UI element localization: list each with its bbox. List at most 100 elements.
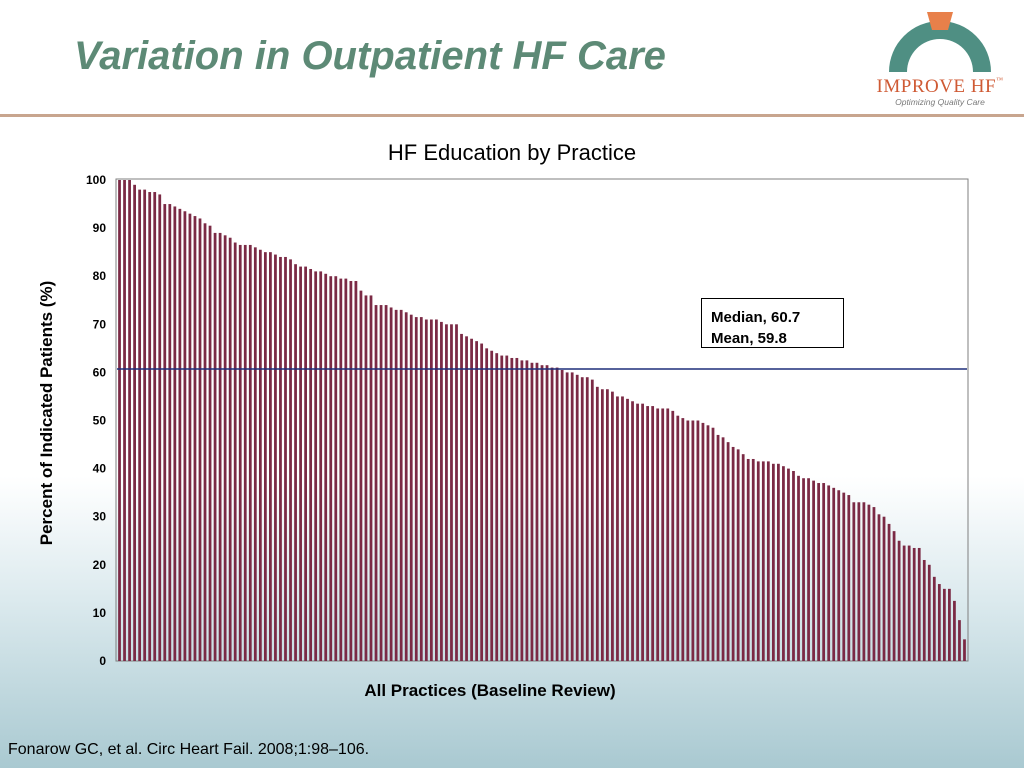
bar (324, 273, 328, 661)
bar (374, 305, 378, 661)
bar (681, 418, 685, 661)
bar (505, 355, 509, 661)
logo-wordmark: IMPROVE HF™ (865, 76, 1015, 98)
bar (314, 271, 318, 661)
y-tick-label: 10 (93, 606, 107, 620)
bar (399, 309, 403, 661)
logo-word: IMPROVE HF (876, 76, 997, 97)
median-mean-annotation: Median, 60.7 Mean, 59.8 (701, 298, 844, 348)
bar (354, 281, 358, 661)
bar (797, 475, 800, 661)
y-tick-label: 30 (93, 510, 107, 524)
bar (766, 461, 770, 661)
bar (193, 216, 197, 661)
bar (424, 319, 428, 661)
bar (455, 324, 458, 661)
bar (203, 223, 207, 662)
bar (450, 324, 453, 661)
y-tick-label: 0 (99, 654, 106, 668)
bar (379, 305, 383, 661)
bar (827, 485, 831, 661)
bar (485, 348, 489, 661)
y-tick-label: 60 (93, 365, 107, 379)
bar (540, 365, 544, 661)
bar (902, 545, 906, 661)
bar (726, 442, 730, 661)
bar (118, 180, 121, 661)
bar (852, 502, 856, 661)
bar (636, 403, 639, 661)
bar (872, 507, 876, 661)
logo-arc-icon (889, 12, 991, 72)
bar (128, 180, 131, 661)
bar (404, 312, 408, 661)
bar (942, 588, 946, 661)
bar (782, 466, 785, 661)
bar (349, 281, 353, 661)
bar (289, 259, 292, 661)
bar (897, 540, 901, 661)
bar (258, 249, 262, 661)
bar (626, 398, 629, 661)
bar (621, 396, 624, 661)
bar (721, 437, 725, 661)
bar (616, 396, 619, 661)
bar (641, 403, 644, 661)
x-axis-label: All Practices (Baseline Review) (364, 681, 616, 700)
bar (696, 420, 700, 661)
bar (470, 338, 473, 661)
bar (153, 192, 157, 661)
bar (364, 295, 368, 661)
bar (510, 357, 514, 661)
bar (143, 189, 147, 661)
bar (963, 639, 966, 661)
bar (751, 458, 755, 661)
bar (163, 204, 167, 662)
mean-label: Mean, 59.8 (711, 330, 787, 347)
bar (701, 422, 705, 661)
bar (555, 367, 559, 661)
bar (686, 420, 690, 661)
logo-trademark: ™ (996, 76, 1004, 84)
bar (932, 576, 936, 661)
bar (168, 204, 172, 662)
bar (887, 523, 891, 661)
bar (329, 276, 333, 661)
bar (907, 545, 911, 661)
bar (565, 372, 569, 661)
bar (435, 319, 438, 661)
chart-title: HF Education by Practice (387, 140, 637, 165)
bar (394, 309, 398, 661)
bar (465, 336, 468, 661)
bar (807, 478, 810, 661)
bar (832, 487, 836, 661)
bar (269, 252, 272, 661)
bar (429, 319, 433, 661)
y-tick-label: 50 (93, 414, 107, 428)
bar (867, 504, 871, 661)
bar (958, 620, 961, 661)
bar (173, 206, 177, 661)
bar (248, 244, 252, 661)
bar (440, 321, 443, 661)
bar (922, 559, 926, 661)
bar (575, 374, 579, 661)
bar (550, 367, 554, 661)
bar (877, 514, 881, 661)
bar (238, 244, 242, 661)
slide-title: Variation in Outpatient HF Care (74, 34, 666, 78)
bar (208, 225, 212, 661)
bar (837, 490, 841, 661)
bar (741, 454, 745, 661)
bar (299, 266, 302, 661)
bar (847, 495, 851, 661)
bar (158, 194, 162, 661)
bar (535, 362, 539, 661)
bar (711, 427, 715, 661)
bar (716, 434, 720, 661)
y-tick-label: 70 (93, 317, 107, 331)
bar (882, 516, 886, 661)
bar (912, 547, 916, 661)
bar (671, 410, 675, 661)
bar (339, 278, 343, 661)
